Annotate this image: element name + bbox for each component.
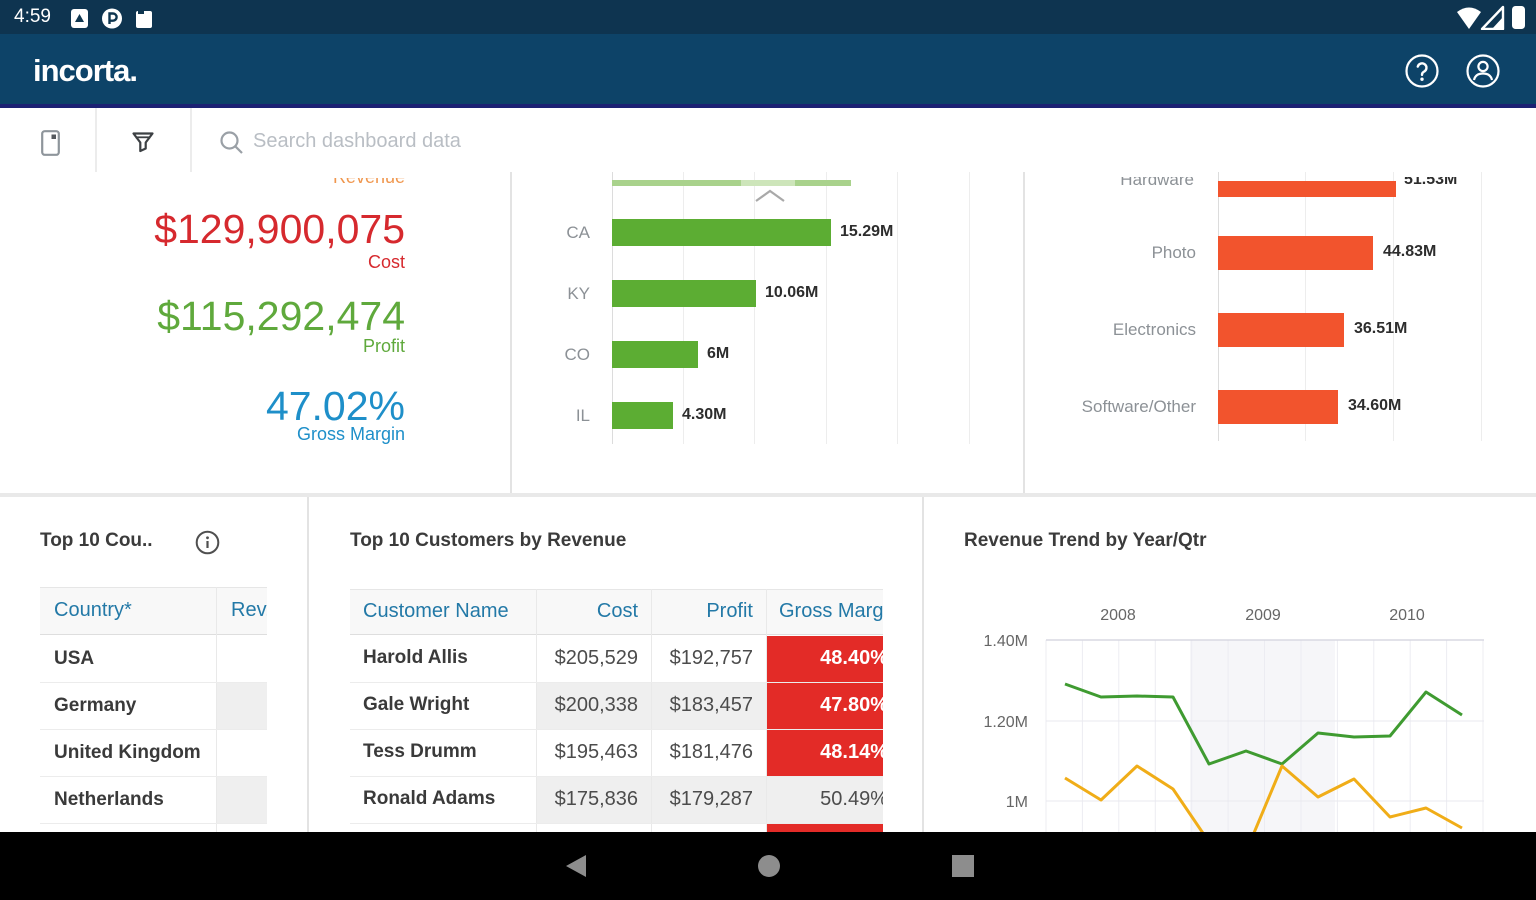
svg-text:1.40M: 1.40M <box>984 633 1028 650</box>
svg-text:1M: 1M <box>1006 794 1028 811</box>
svg-text:2009: 2009 <box>1245 607 1281 624</box>
svg-text:2008: 2008 <box>1100 607 1136 624</box>
svg-text:2010: 2010 <box>1389 607 1425 624</box>
svg-text:1.20M: 1.20M <box>984 714 1028 731</box>
